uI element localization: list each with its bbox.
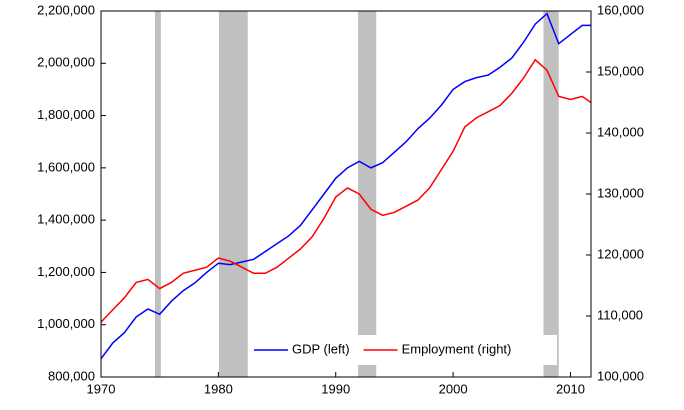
y2-tick-label: 120,000 [597, 246, 644, 261]
x-tick-label: 2010 [556, 381, 585, 396]
x-tick-label: 1970 [87, 381, 116, 396]
shaded-period [543, 11, 559, 377]
y-tick-label: 800,000 [48, 368, 95, 383]
y-tick-label: 1,600,000 [37, 159, 95, 174]
y2-tick-label: 140,000 [597, 124, 644, 139]
y-tick-label: 1,400,000 [37, 212, 95, 227]
shaded-period [154, 11, 161, 377]
y-tick-label: 1,000,000 [37, 316, 95, 331]
y-tick-label: 2,200,000 [37, 2, 95, 17]
data-line [100, 12, 591, 360]
data-line [100, 58, 592, 323]
y2-tick-label: 110,000 [597, 307, 643, 322]
shaded-period [358, 11, 377, 377]
y-tick-label: 1,200,000 [37, 264, 95, 279]
x-tick-label: 1990 [321, 381, 350, 396]
legend-label: Employment (right) [402, 341, 512, 356]
legend-box [248, 335, 557, 365]
y2-tick-label: 150,000 [597, 63, 644, 78]
x-tick-label: 2000 [439, 381, 468, 396]
x-tick-label: 1980 [204, 381, 233, 396]
y2-tick-label: 100,000 [597, 368, 644, 383]
y2-tick-label: 160,000 [597, 2, 644, 17]
legend-label: GDP (left) [292, 341, 350, 356]
y-tick-label: 1,800,000 [37, 107, 95, 122]
y-tick-label: 2,000,000 [37, 55, 95, 70]
plot-frame [100, 10, 592, 378]
shaded-period [218, 11, 248, 377]
y2-tick-label: 130,000 [597, 185, 644, 200]
